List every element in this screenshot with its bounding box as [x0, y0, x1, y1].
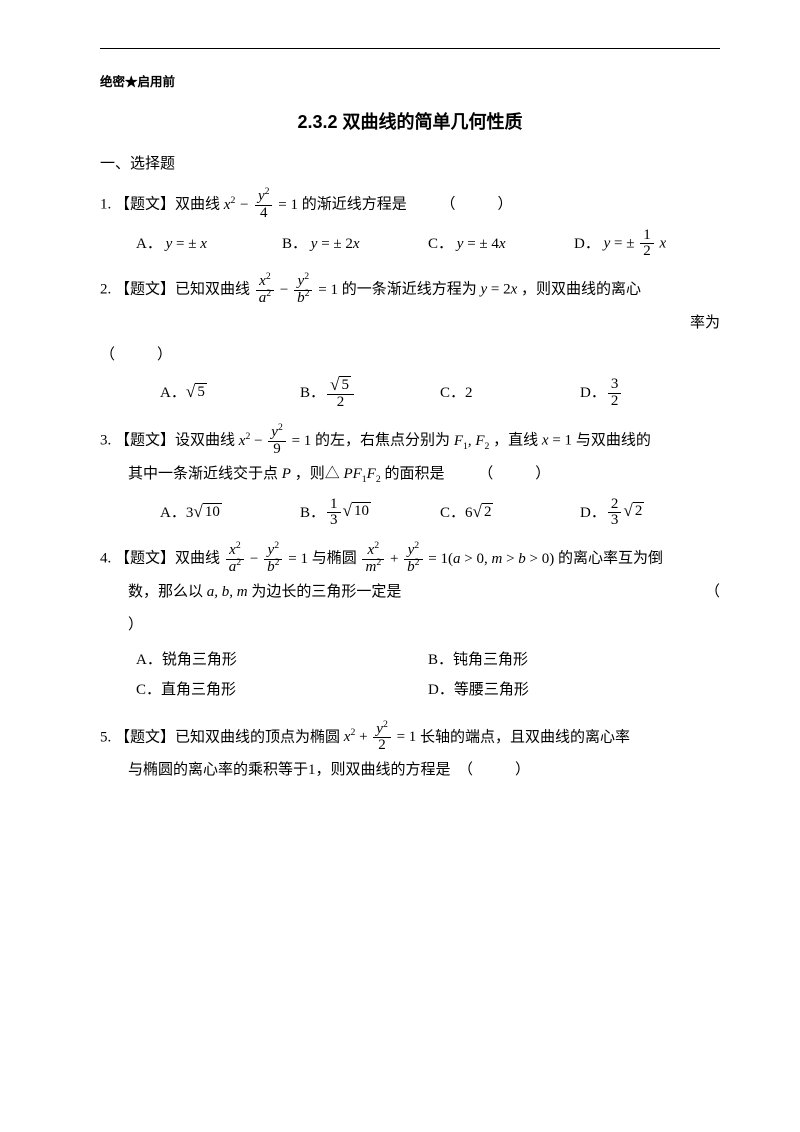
q4-stem-pre: 【题文】双曲线 [115, 551, 220, 567]
q5-expr: x2 + y22 = 1 [344, 729, 417, 745]
q1-num: 1. [100, 197, 111, 213]
q5-num: 5. [100, 729, 111, 745]
q4-close: ） [128, 617, 143, 633]
q3-l2c: 的面积是 [384, 466, 444, 482]
q3-pointP: P [282, 466, 291, 482]
q5-stem-pre: 【题文】已知双曲线的顶点为椭圆 [115, 729, 340, 745]
q3-paren: （ ） [478, 466, 554, 482]
q3-stem-pre: 【题文】设双曲线 [115, 433, 235, 449]
q4-open-paren: （ [705, 576, 720, 609]
q2-expr2: y = 2x [480, 282, 517, 298]
q1-expr: x2 − y24 = 1 [224, 197, 298, 213]
q1-stem-pre: 【题文】双曲线 [115, 197, 220, 213]
q5-stem-post: 长轴的端点，且双曲线的离心率 [420, 729, 630, 745]
q3-l2b: ，则△ [295, 466, 340, 482]
q3-optB: B．13√10 [300, 497, 440, 530]
q1-optB: B． y = ± 2x [282, 228, 428, 261]
q2-expr1: x2a2 − y2b2 = 1 [254, 282, 338, 298]
q1-stem-post: 的渐近线方程是 [302, 197, 407, 213]
q2-stem-post: ，则双曲线的离心 [521, 282, 641, 298]
question-2: 2. 【题文】已知双曲线 x2a2 − y2b2 = 1 的一条渐近线方程为 y… [100, 274, 720, 411]
q2-optA: A．√5 [160, 376, 300, 412]
q5-l2: 与椭圆的离心率的乘积等于1，则双曲线的方程是 [128, 762, 451, 778]
q1-optD: D． y = ± 12 x [574, 228, 720, 261]
q4-optB: B．钝角三角形 [428, 648, 720, 672]
q4-l2b: 为边长的三角形一定是 [251, 584, 401, 600]
q2-paren: （ ） [100, 347, 176, 363]
q4-optC: C．直角三角形 [136, 678, 428, 702]
q2-optC: C．2 [440, 376, 580, 412]
q4-options: A．锐角三角形 B．钝角三角形 C．直角三角形 D．等腰三角形 [136, 648, 720, 708]
q1-options: A． y = ± x B． y = ± 2x C． y = ± 4x D． y … [136, 228, 720, 261]
q3-stem-post: 与双曲线的 [576, 433, 651, 449]
confidential-marker: 绝密★启用前 [100, 71, 720, 90]
q4-expr1: x2a2 − y2b2 = 1 [224, 551, 308, 567]
q3-expr1: x2 − y29 = 1 [239, 433, 312, 449]
q4-l2: 数，那么以 [128, 584, 203, 600]
q3-tri: PF1F2 [343, 466, 380, 482]
q4-optA: A．锐角三角形 [136, 648, 428, 672]
q3-stem-mid2: ，直线 [493, 433, 538, 449]
q2-optB: B．√52 [300, 376, 440, 412]
q4-expr2: x2m2 + y2b2 = 1(a > 0, m > b > 0) [360, 551, 554, 567]
q3-optD: D．23√2 [580, 497, 720, 530]
q4-stem-post: 的离心率互为倒 [558, 551, 663, 567]
q4-abm: a, b, m [207, 584, 248, 600]
q4-stem-mid: 与椭圆 [312, 551, 357, 567]
q3-l2a: 其中一条渐近线交于点 [128, 466, 278, 482]
q3-stem-mid: 的左，右焦点分别为 [315, 433, 450, 449]
q5-paren: （ ） [458, 762, 534, 778]
q3-optA: A．3√10 [160, 497, 300, 530]
q1-optC: C． y = ± 4x [428, 228, 574, 261]
q2-stem-pre: 【题文】已知双曲线 [115, 282, 250, 298]
top-rule [100, 48, 720, 49]
q3-expr2: x = 1 [542, 433, 572, 449]
q3-options: A．3√10 B．13√10 C．6√2 D．23√2 [160, 497, 720, 530]
question-5: 5. 【题文】已知双曲线的顶点为椭圆 x2 + y22 = 1 长轴的端点，且双… [100, 722, 720, 788]
question-4: 4. 【题文】双曲线 x2a2 − y2b2 = 1 与椭圆 x2m2 + y2… [100, 543, 720, 708]
q2-tail: 率为 [100, 307, 720, 340]
q4-optD: D．等腰三角形 [428, 678, 720, 702]
q3-optC: C．6√2 [440, 497, 580, 530]
q2-stem-mid: 的一条渐近线方程为 [342, 282, 477, 298]
q3-foci: F1, F2 [454, 433, 490, 449]
q2-num: 2. [100, 282, 111, 298]
q1-paren: （ ） [440, 197, 516, 213]
page-title: 2.3.2 双曲线的简单几何性质 [100, 108, 720, 134]
page: 绝密★启用前 2.3.2 双曲线的简单几何性质 一、选择题 1. 【题文】双曲线… [0, 0, 800, 1132]
question-1: 1. 【题文】双曲线 x2 − y24 = 1 的渐近线方程是 （ ） A． y… [100, 189, 720, 260]
question-3: 3. 【题文】设双曲线 x2 − y29 = 1 的左，右焦点分别为 F1, F… [100, 425, 720, 529]
q3-num: 3. [100, 433, 111, 449]
q2-options: A．√5 B．√52 C．2 D．32 [160, 376, 720, 412]
q1-optA: A． y = ± x [136, 228, 282, 261]
q4-num: 4. [100, 551, 111, 567]
q2-optD: D．32 [580, 376, 720, 412]
section-heading: 一、选择题 [100, 152, 720, 173]
